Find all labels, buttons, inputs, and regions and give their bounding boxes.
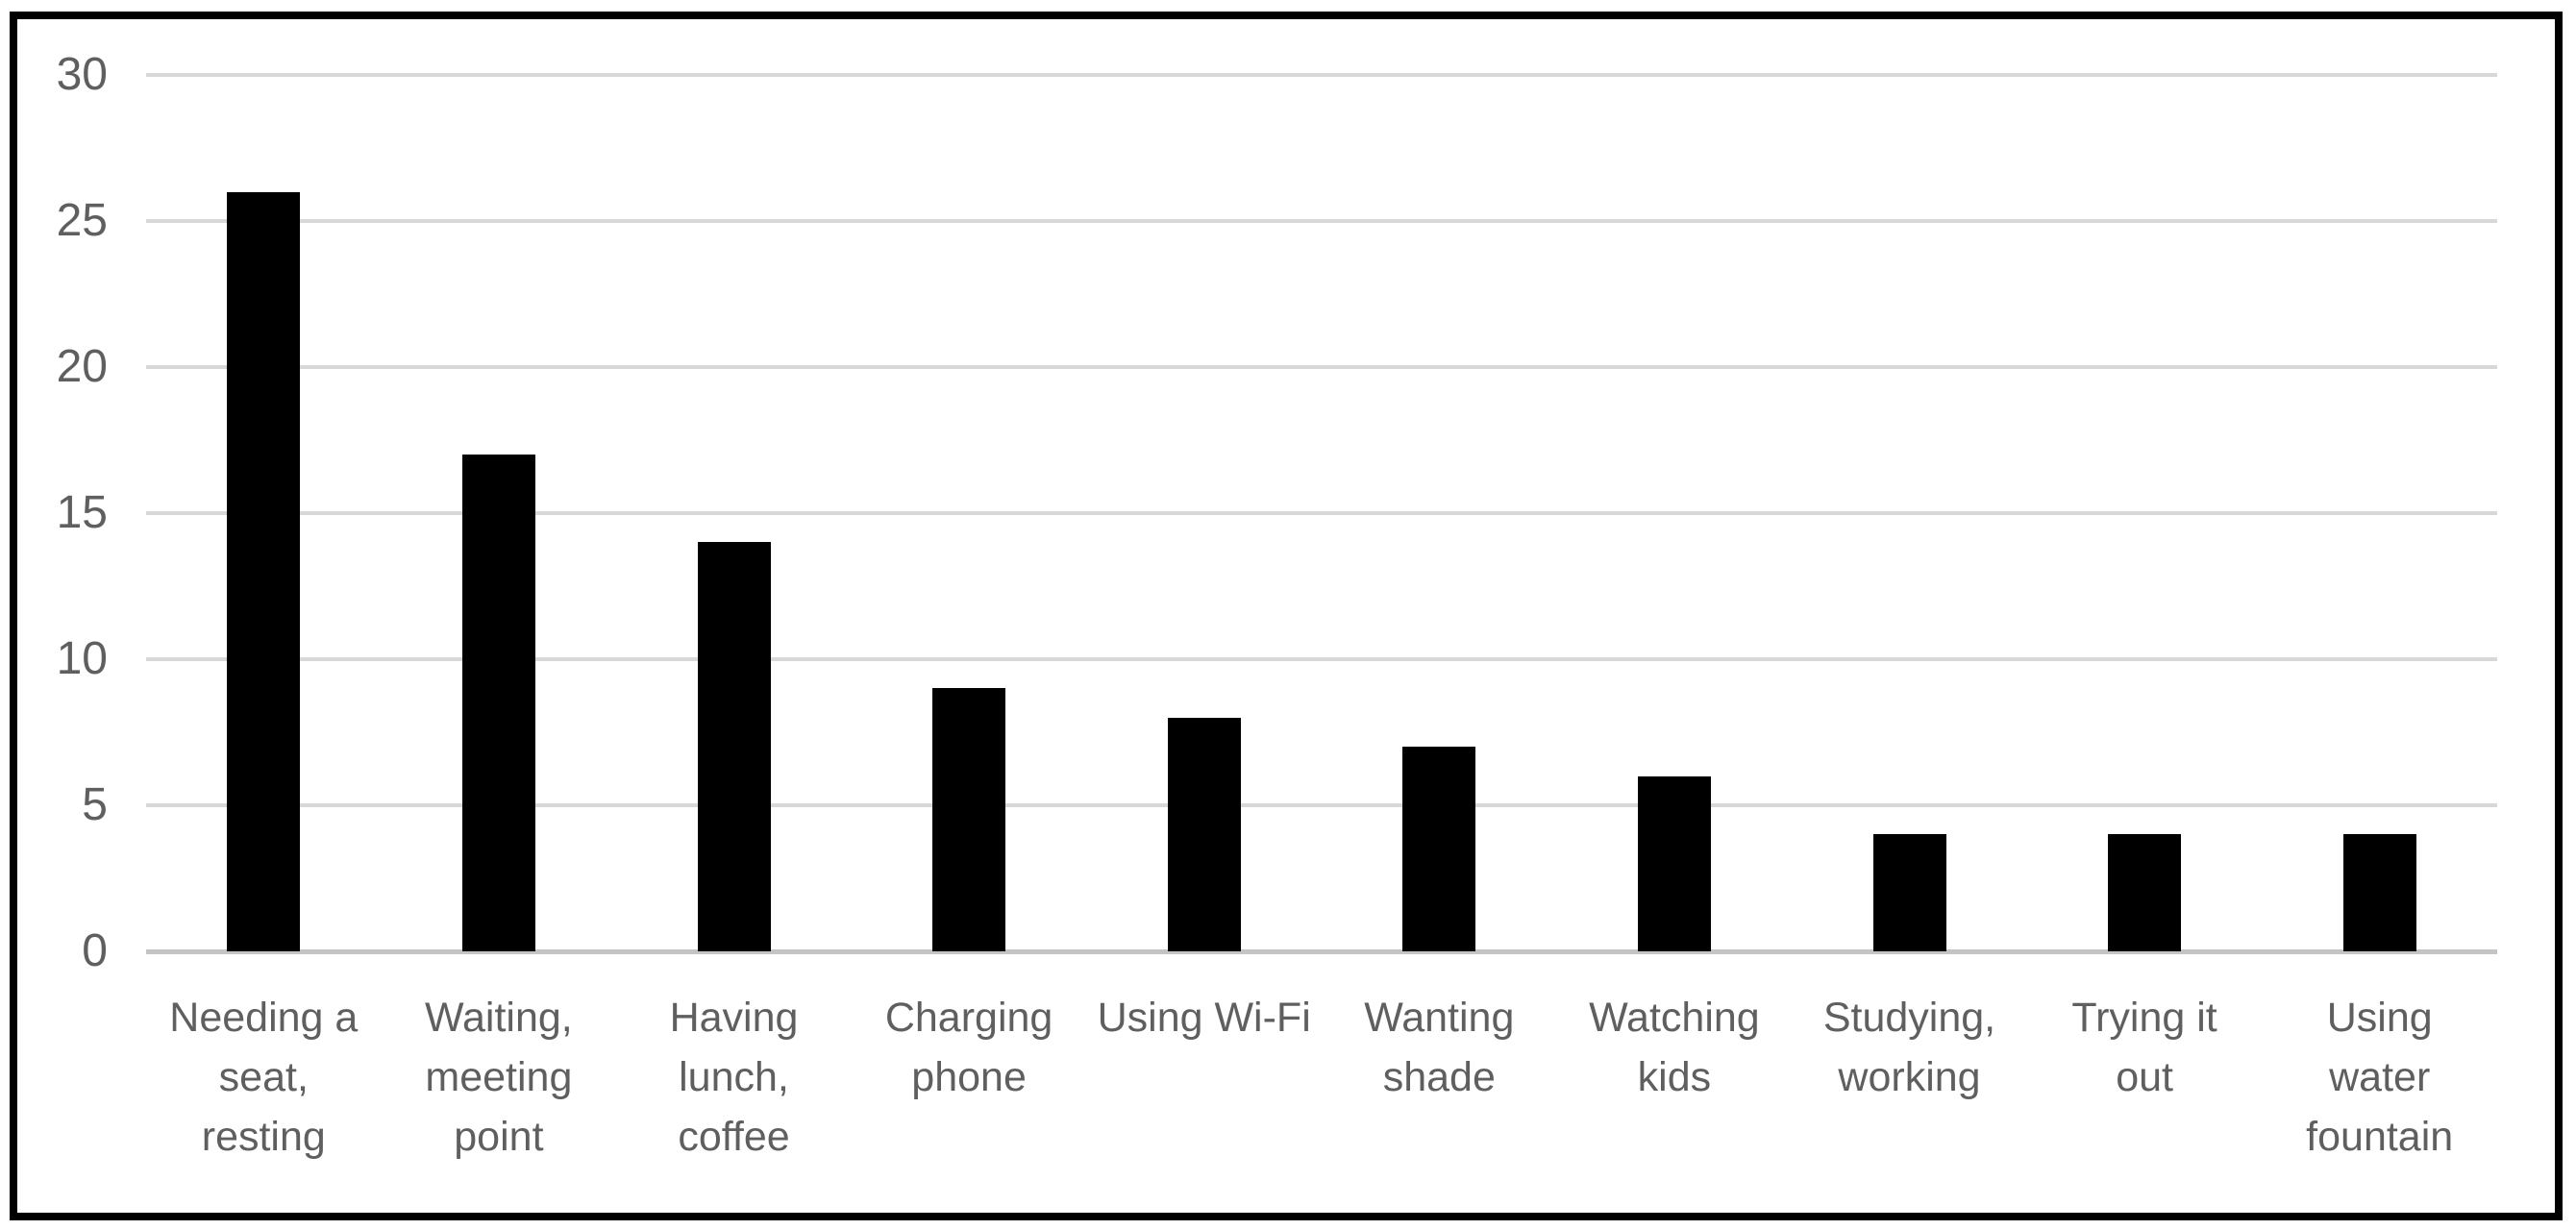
bar (2342, 834, 2416, 951)
bar (2108, 834, 2182, 951)
x-axis-category-label: Watching kids (1589, 995, 1760, 1100)
y-axis-tick-label: 30 (56, 49, 108, 100)
x-axis-category-label: Using water fountain (2306, 995, 2454, 1160)
x-axis-category-label: Wanting shade (1364, 995, 1515, 1100)
gridline (146, 511, 2497, 515)
x-axis-category-label: Waiting, meeting point (425, 995, 573, 1160)
bar (227, 191, 301, 951)
x-axis-category-label: Trying it out (2071, 995, 2217, 1100)
bar (1872, 834, 1946, 951)
x-axis-category-label: Charging phone (884, 995, 1053, 1100)
y-axis-tick-label: 5 (82, 779, 108, 830)
x-axis-baseline (146, 949, 2497, 954)
gridline (146, 365, 2497, 369)
gridline (146, 73, 2497, 77)
y-axis-tick-label: 25 (56, 195, 108, 246)
bar (697, 542, 771, 951)
x-axis-category-label: Needing a seat, resting (169, 995, 359, 1160)
y-axis-tick-label: 15 (56, 487, 108, 538)
gridline (146, 657, 2497, 661)
bar (932, 688, 1006, 951)
chart-border-frame (10, 12, 2563, 1220)
bar (461, 455, 535, 951)
gridline (146, 803, 2497, 807)
y-axis-tick-label: 0 (82, 925, 108, 976)
gridline (146, 219, 2497, 223)
bar (1402, 747, 1476, 951)
y-axis-tick-label: 20 (56, 341, 108, 392)
y-axis-tick-label: 10 (56, 633, 108, 684)
x-axis-category-label: Using Wi-Fi (1097, 995, 1311, 1041)
x-axis-category-label: Having lunch, coffee (669, 995, 799, 1160)
bar (1167, 717, 1241, 951)
x-axis-category-label: Studying, working (1822, 995, 1996, 1100)
bar (1637, 775, 1711, 951)
